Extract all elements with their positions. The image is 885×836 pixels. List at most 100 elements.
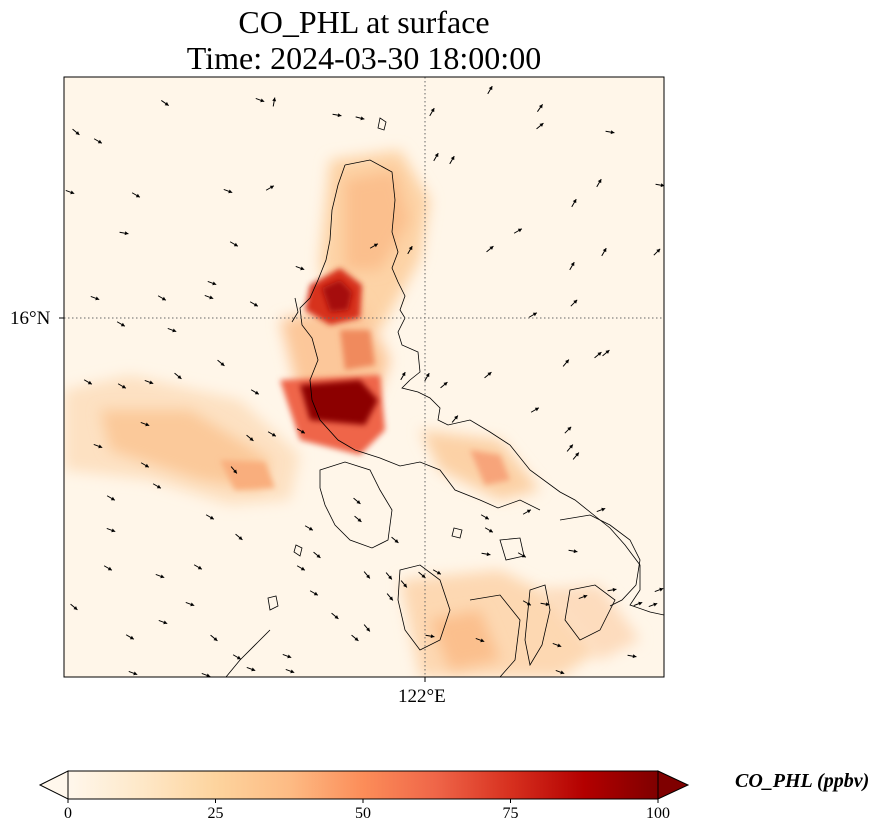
colorbar-extend-min — [38, 770, 69, 800]
cebu-coastline — [524, 584, 551, 667]
wind-arrow — [155, 573, 165, 579]
colorbar-tick-25: 25 — [207, 805, 224, 822]
plume-south-core — [430, 610, 500, 670]
wind-arrow — [569, 261, 575, 271]
wind-arrow — [537, 104, 543, 112]
wind-arrow — [596, 178, 602, 188]
wind-arrow — [144, 379, 154, 385]
wind-arrow — [655, 183, 664, 188]
wind-arrow — [552, 642, 562, 648]
map-plot — [59, 76, 665, 682]
wind-arrow — [117, 383, 127, 389]
wind-arrow — [440, 381, 448, 389]
island-small-3 — [451, 527, 463, 539]
wind-arrow — [594, 351, 602, 359]
zambales-coast — [291, 297, 299, 323]
wind-arrow — [174, 372, 182, 380]
wind-arrow — [484, 371, 492, 379]
wind-arrow — [530, 407, 540, 413]
wind-arrow — [451, 415, 459, 423]
wind-arrow — [267, 431, 277, 437]
wind-arrow — [204, 294, 214, 300]
colorbar-tick-100: 100 — [646, 805, 670, 822]
wind-arrow — [425, 634, 435, 639]
wind-arrow — [570, 299, 578, 307]
wind-arrow — [578, 594, 588, 600]
colorbar-tick-marks — [67, 799, 659, 803]
wind-arrow — [229, 241, 239, 247]
wind-arrow — [167, 327, 177, 333]
wind-arrow — [119, 231, 129, 236]
wind-arrow — [161, 100, 169, 106]
island-small-1 — [293, 544, 303, 557]
wind-arrow — [285, 668, 295, 674]
wind-arrow — [140, 421, 150, 427]
wind-arrow — [602, 349, 610, 357]
wind-arrow — [607, 587, 617, 592]
wind-arrow — [385, 572, 393, 580]
wind-arrow — [418, 571, 426, 579]
wind-arrow — [106, 527, 116, 533]
wind-arrow — [232, 654, 242, 660]
wind-arrow — [246, 666, 256, 672]
wind-arrow — [223, 188, 233, 194]
map-frame — [63, 76, 665, 678]
bicol-peninsula — [559, 514, 641, 607]
wind-arrow — [157, 295, 167, 301]
wind-arrow — [83, 379, 93, 385]
colorbar-tick-50: 50 — [355, 805, 371, 822]
wind-arrow — [571, 198, 577, 208]
wind-arrow — [564, 426, 572, 434]
wind-arrow — [391, 536, 399, 544]
wind-arrow — [517, 552, 527, 558]
wind-arrow — [536, 122, 544, 130]
wind-arrow — [296, 565, 306, 571]
wind-arrow — [540, 602, 550, 607]
hotspot-north-core — [322, 280, 352, 312]
wind-arrow — [400, 580, 408, 588]
wind-arrow — [210, 634, 218, 642]
figure-title: CO_PHL at surface — [238, 4, 490, 40]
wind-arrow — [332, 113, 342, 118]
wind-arrow — [158, 619, 168, 625]
wind-arrow — [313, 551, 321, 559]
plume-southeast — [540, 585, 640, 660]
colorbar-extend-max — [657, 770, 690, 800]
wind-arrow — [353, 497, 361, 505]
wind-arrow — [653, 248, 661, 256]
negros-coastline — [469, 594, 521, 677]
wind-arrow — [513, 228, 523, 234]
wind-arrow — [72, 128, 80, 136]
wind-arrow — [265, 185, 275, 191]
wind-arrow — [481, 552, 491, 557]
colorbar-tick-0: 0 — [64, 805, 72, 822]
wind-arrow — [355, 116, 365, 121]
wind-arrow — [429, 107, 435, 117]
colorbar-label: CO_PHL (ppbv) — [735, 770, 870, 792]
wind-arrow — [596, 507, 606, 513]
hotspot-south — [300, 380, 378, 425]
wind-arrow — [131, 192, 141, 198]
wind-arrow — [486, 245, 494, 253]
lon-tick-label: 122°E — [398, 686, 446, 707]
wind-arrow — [475, 637, 485, 643]
wind-vectors — [65, 85, 664, 677]
colorbar-bar — [68, 771, 658, 799]
wind-arrow — [480, 514, 490, 520]
plume-bicol — [470, 450, 510, 485]
island-batanes — [377, 117, 387, 131]
wind-arrow — [152, 483, 162, 489]
wind-arrow — [354, 515, 362, 523]
wind-arrow — [246, 434, 254, 442]
wind-arrow — [433, 152, 439, 162]
wind-arrow — [568, 549, 578, 554]
wind-arrow — [572, 452, 580, 460]
wind-arrow — [484, 527, 494, 533]
wind-arrow — [400, 371, 406, 381]
wind-arrow — [250, 389, 260, 395]
wind-arrow — [106, 495, 116, 501]
island-small-2 — [267, 595, 279, 611]
palawan-tip — [225, 629, 271, 677]
wind-arrow — [65, 189, 75, 195]
wind-arrow — [125, 634, 135, 640]
